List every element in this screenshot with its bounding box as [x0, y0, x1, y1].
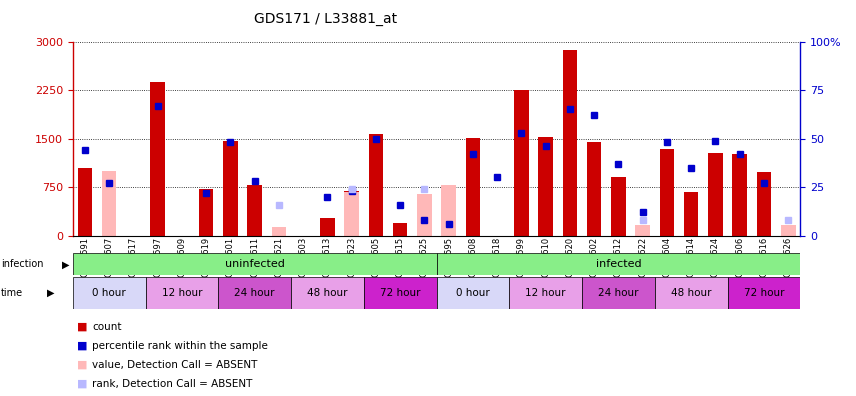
Bar: [417, 194, 431, 236]
Bar: [442, 228, 456, 236]
Bar: [291, 277, 364, 309]
Text: ■: ■: [77, 322, 87, 332]
Text: 0 hour: 0 hour: [92, 288, 126, 298]
Text: 12 hour: 12 hour: [526, 288, 566, 298]
Bar: [271, 227, 286, 236]
Text: 24 hour: 24 hour: [598, 288, 639, 298]
Text: count: count: [92, 322, 122, 332]
Text: percentile rank within the sample: percentile rank within the sample: [92, 341, 268, 351]
Text: ■: ■: [77, 341, 87, 351]
Bar: [320, 218, 335, 236]
Bar: [733, 154, 747, 236]
Text: rank, Detection Call = ABSENT: rank, Detection Call = ABSENT: [92, 379, 253, 389]
Bar: [684, 192, 698, 236]
Bar: [199, 189, 213, 236]
Bar: [514, 90, 529, 236]
Text: 12 hour: 12 hour: [162, 288, 202, 298]
Bar: [582, 277, 655, 309]
Text: ▶: ▶: [47, 288, 55, 298]
Text: ▶: ▶: [62, 259, 69, 269]
Bar: [728, 277, 800, 309]
Bar: [151, 82, 165, 236]
Bar: [442, 185, 456, 236]
Bar: [660, 149, 675, 236]
Bar: [655, 277, 728, 309]
Bar: [611, 177, 626, 236]
Bar: [344, 192, 359, 236]
Text: 72 hour: 72 hour: [744, 288, 784, 298]
Text: infection: infection: [1, 259, 44, 269]
Bar: [562, 50, 577, 236]
Bar: [369, 134, 383, 236]
Bar: [635, 225, 650, 236]
Text: uninfected: uninfected: [225, 259, 284, 269]
Bar: [781, 225, 795, 236]
Bar: [393, 223, 407, 236]
Bar: [757, 171, 771, 236]
Text: 24 hour: 24 hour: [235, 288, 275, 298]
Text: ■: ■: [77, 360, 87, 370]
Bar: [364, 277, 437, 309]
Bar: [538, 137, 553, 236]
Text: GDS171 / L33881_at: GDS171 / L33881_at: [253, 12, 397, 26]
Bar: [146, 277, 218, 309]
Bar: [102, 171, 116, 236]
Text: 48 hour: 48 hour: [671, 288, 711, 298]
Bar: [344, 191, 359, 236]
Bar: [223, 141, 238, 236]
Text: time: time: [1, 288, 23, 298]
Bar: [78, 168, 92, 236]
Bar: [466, 138, 480, 236]
Bar: [708, 153, 722, 236]
Text: infected: infected: [596, 259, 641, 269]
Text: 48 hour: 48 hour: [307, 288, 348, 298]
Bar: [73, 277, 146, 309]
Text: 0 hour: 0 hour: [456, 288, 490, 298]
Bar: [509, 277, 582, 309]
Bar: [73, 253, 437, 275]
Bar: [437, 277, 509, 309]
Text: ■: ■: [77, 379, 87, 389]
Bar: [437, 253, 800, 275]
Bar: [247, 185, 262, 236]
Bar: [587, 142, 602, 236]
Text: value, Detection Call = ABSENT: value, Detection Call = ABSENT: [92, 360, 258, 370]
Bar: [218, 277, 291, 309]
Text: 72 hour: 72 hour: [380, 288, 420, 298]
